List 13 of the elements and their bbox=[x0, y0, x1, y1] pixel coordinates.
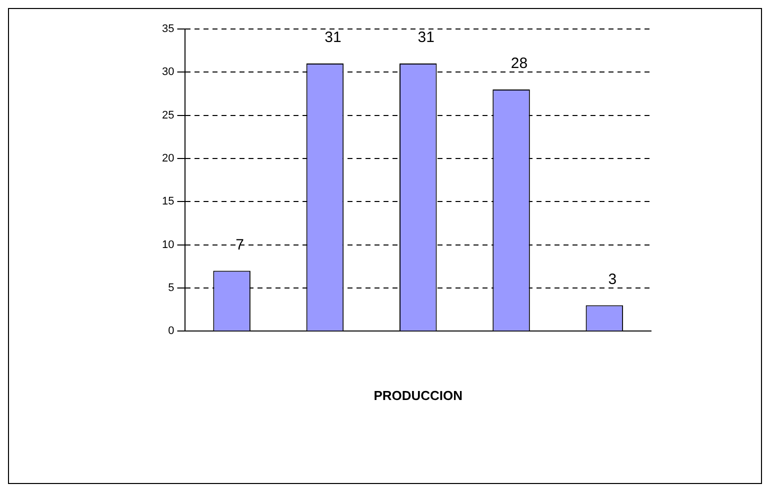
y-tick-label: 10 bbox=[162, 238, 174, 251]
data-label: 3 bbox=[608, 270, 617, 288]
data-label: 28 bbox=[510, 55, 528, 72]
x-axis-title: PRODUCCION bbox=[374, 388, 463, 403]
data-label: 31 bbox=[324, 29, 342, 46]
data-label: 31 bbox=[418, 29, 434, 46]
y-tick-label: 25 bbox=[162, 109, 174, 122]
y-tick-label: 35 bbox=[162, 23, 174, 36]
y-tick-label: 5 bbox=[168, 282, 174, 294]
y-tick-label: 30 bbox=[162, 66, 174, 78]
y-tick-label: 0 bbox=[168, 325, 174, 338]
y-tick-label: 15 bbox=[162, 196, 174, 208]
y-tick-label: 20 bbox=[162, 152, 174, 165]
